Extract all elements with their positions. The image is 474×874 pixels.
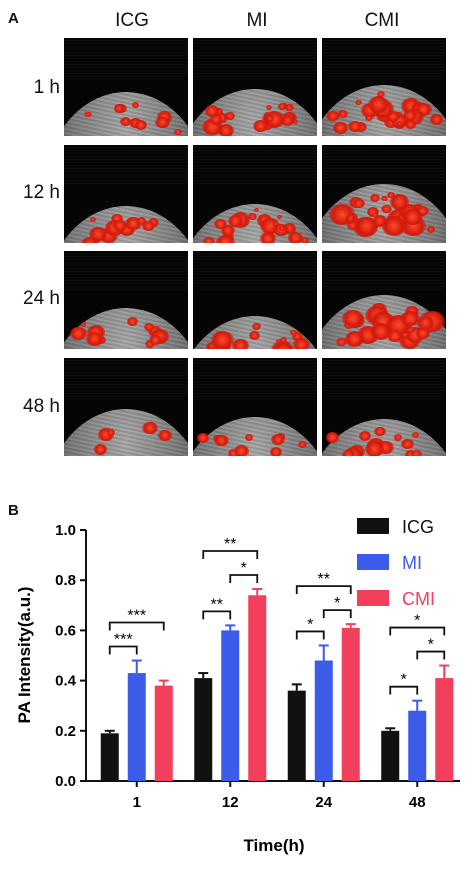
significance-bracket xyxy=(229,574,259,583)
x-tick-label: 24 xyxy=(315,794,332,811)
significance-bracket xyxy=(389,626,446,636)
significance-bracket xyxy=(202,550,259,559)
bar-icg-12 xyxy=(194,678,213,781)
y-tick-label: 0.8 xyxy=(55,572,76,589)
pa-image-mi-12h xyxy=(193,145,317,243)
significance-label: * xyxy=(334,595,340,612)
pa-image-icg-1h xyxy=(64,38,188,136)
significance-label: *** xyxy=(127,608,146,625)
pa-image-icg-12h xyxy=(64,145,188,243)
pa-image-cmi-48h xyxy=(322,358,446,456)
y-axis-label: PA Intensity(a.u.) xyxy=(15,587,34,724)
bar-cmi-24 xyxy=(341,627,360,781)
y-tick-label: 0.0 xyxy=(55,773,76,790)
pa-image-cmi-24h xyxy=(322,251,446,349)
significance-label: ** xyxy=(211,596,223,613)
bar-mi-1 xyxy=(127,673,146,781)
bar-icg-48 xyxy=(381,730,400,781)
pa-image-mi-1h xyxy=(193,38,317,136)
pa-image-icg-24h xyxy=(64,251,188,349)
pa-image-mi-24h xyxy=(193,251,317,349)
pa-image-icg-48h xyxy=(64,358,188,456)
y-tick-label: 0.6 xyxy=(55,622,76,639)
y-tick-label: 1.0 xyxy=(55,522,76,539)
legend-swatch-mi xyxy=(357,554,389,570)
bar-icg-1 xyxy=(100,733,119,781)
row-title-24h: 24 h xyxy=(23,288,60,309)
panel-a-label: A xyxy=(8,10,19,27)
pa-image-cmi-1h xyxy=(322,38,446,136)
significance-bracket xyxy=(295,585,352,595)
bar-mi-48 xyxy=(408,710,427,781)
row-title-1h: 1 h xyxy=(33,77,60,98)
significance-label: * xyxy=(414,613,420,630)
pa-image-mi-48h xyxy=(193,358,317,456)
x-tick-label: 12 xyxy=(222,794,239,811)
significance-label: * xyxy=(241,560,247,577)
significance-bracket xyxy=(108,621,165,631)
legend-label-cmi: CMI xyxy=(402,589,435,609)
significance-bracket xyxy=(389,685,419,695)
significance-label: * xyxy=(428,637,434,654)
column-title-icg: ICG xyxy=(115,10,149,31)
x-tick-label: 1 xyxy=(133,794,141,811)
x-axis-label: Time(h) xyxy=(243,836,304,855)
significance-label: * xyxy=(401,672,407,689)
bar-icg-24 xyxy=(287,690,306,781)
legend-swatch-icg xyxy=(357,518,389,534)
significance-bracket xyxy=(322,609,352,619)
bar-mi-12 xyxy=(221,630,240,781)
significance-bracket xyxy=(108,645,138,655)
row-title-12h: 12 h xyxy=(23,182,60,203)
significance-label: * xyxy=(307,616,313,633)
significance-bracket xyxy=(416,650,446,660)
bar-cmi-12 xyxy=(248,595,267,781)
row-title-48h: 48 h xyxy=(23,396,60,417)
significance-label: ** xyxy=(224,536,236,553)
column-title-mi: MI xyxy=(246,10,268,31)
column-title-cmi: CMI xyxy=(364,10,400,31)
significance-label: ** xyxy=(318,571,330,588)
pa-image-cmi-12h xyxy=(322,145,446,243)
panel-b-label: B xyxy=(8,502,19,519)
x-tick-label: 48 xyxy=(409,794,426,811)
significance-bracket xyxy=(295,630,325,640)
legend-label-mi: MI xyxy=(402,553,422,573)
bar-cmi-48 xyxy=(435,678,454,781)
y-tick-label: 0.2 xyxy=(55,723,76,740)
significance-label: *** xyxy=(114,632,133,649)
bar-mi-24 xyxy=(314,660,333,781)
y-tick-label: 0.4 xyxy=(55,673,77,690)
legend-label-icg: ICG xyxy=(402,517,434,537)
significance-bracket xyxy=(202,610,232,620)
legend-swatch-cmi xyxy=(357,590,389,606)
bar-cmi-1 xyxy=(154,685,173,781)
